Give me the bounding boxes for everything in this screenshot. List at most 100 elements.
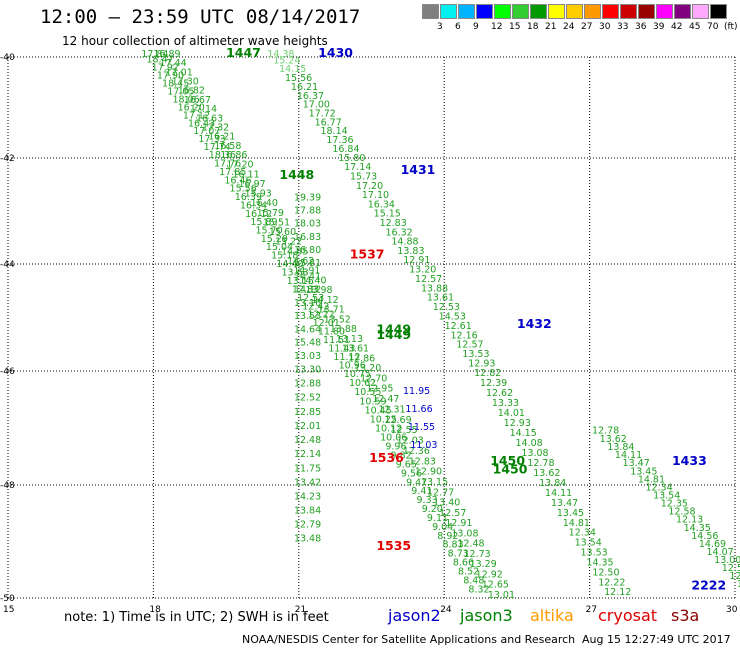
wave-height-value: 14.12 — [311, 295, 338, 306]
latitude-tick-label: -44 — [0, 260, 15, 270]
wave-height-value: 15.73 — [350, 172, 377, 183]
wave-height-value: 13.53 — [462, 349, 489, 360]
wave-height-value: 12.57 — [722, 563, 740, 574]
wave-height-value: 8.48 — [463, 575, 484, 586]
wave-height-value: 12.95 — [366, 384, 393, 395]
wave-height-value: 9.11 — [427, 513, 448, 524]
wave-height-value: 13.13 — [336, 334, 363, 345]
wave-height-value: 9.20 — [422, 504, 443, 515]
scale-tick-label: 12 — [491, 22, 503, 32]
wave-height-value: 17.74 — [204, 142, 231, 153]
longitude-tick-label: 27 — [586, 605, 597, 615]
wave-height-value: 12.16 — [450, 330, 477, 341]
scale-swatch — [674, 4, 691, 19]
wave-height-value: 9.65 — [396, 459, 417, 470]
wave-height-value: 11.12 — [333, 352, 360, 363]
wave-height-value: 14.85 — [281, 246, 308, 257]
wave-height-value: 12.61 — [445, 321, 472, 332]
wave-height-value: 13.16 — [294, 298, 321, 309]
wave-height-value: 12.15 — [729, 571, 740, 582]
wave-height-value: 11.66 — [405, 404, 432, 415]
scale-swatch — [710, 4, 727, 19]
wave-height-value: 12.22 — [598, 577, 625, 588]
wave-height-value: 13.84 — [607, 442, 634, 453]
wave-height-value: 12.31 — [378, 404, 405, 415]
wave-height-value: 15.51 — [263, 217, 290, 228]
wave-height-value: 10.55 — [354, 387, 381, 398]
latitude-tick-label: -50 — [0, 594, 15, 604]
wave-height-value: 17.92 — [152, 62, 179, 73]
scale-swatch — [548, 4, 565, 19]
wave-height-value: 17.07 — [193, 126, 220, 137]
wave-height-value: 11.43 — [328, 344, 355, 355]
wave-height-value: 17.30 — [172, 77, 199, 88]
wave-height-value: 17.12 — [183, 110, 210, 121]
legend-altika: altika — [530, 606, 574, 625]
wave-height-value: 13.54 — [653, 491, 680, 502]
wave-height-value: 12.35 — [661, 499, 688, 510]
wave-height-value: 14.81 — [638, 474, 665, 485]
wave-height-value: 17.00 — [303, 100, 330, 111]
wave-height-value: 14.15 — [510, 428, 537, 439]
wave-height-value: 12.73 — [463, 549, 490, 560]
wave-height-value: 17.20 — [226, 160, 253, 171]
wave-height-value: 13.84 — [294, 505, 321, 516]
wave-height-value: 14.56 — [691, 531, 718, 542]
wave-height-value: 16.89 — [153, 49, 180, 60]
wave-height-value: 13.54 — [575, 538, 602, 549]
wave-height-value: 11.95 — [403, 386, 430, 397]
wave-height-value: 12.92 — [476, 569, 503, 580]
scale-tick-label: 6 — [455, 22, 461, 32]
wave-height-value: 12.62 — [486, 388, 513, 399]
wave-height-value: 16.21 — [291, 82, 318, 93]
wave-height-value: 14.11 — [545, 488, 572, 499]
wave-height-value: 16.58 — [214, 141, 241, 152]
wave-height-value: 16.34 — [240, 200, 267, 211]
longitude-tick-label: 30 — [726, 605, 738, 615]
wave-height-value: 10.12 — [375, 423, 402, 434]
legend-jason3: jason3 — [460, 606, 513, 625]
wave-height-value: 17.44 — [159, 58, 186, 69]
wave-height-value: 14.88 — [391, 237, 418, 248]
wave-height-value: 12.77 — [427, 487, 454, 498]
wave-height-value: 18.03 — [294, 219, 321, 230]
wave-height-value: 12.34 — [569, 528, 596, 539]
wave-height-value: 13.47 — [551, 498, 578, 509]
wave-height-value: 16.12 — [245, 209, 272, 220]
wave-height-value: 16.32 — [385, 227, 412, 238]
scale-swatch — [494, 4, 511, 19]
wave-height-value: 13.20 — [354, 363, 381, 374]
wave-height-value: 14.53 — [439, 312, 466, 323]
wave-height-value: 18.47 — [146, 54, 173, 65]
longitude-tick-label: 15 — [3, 605, 14, 615]
wave-height-value: 16.82 — [178, 86, 205, 97]
credit-line: NOAA/NESDIS Center for Satellite Applica… — [242, 633, 576, 646]
wave-height-value: 12.86 — [348, 353, 375, 364]
scale-tick-label: 45 — [689, 22, 701, 32]
wave-height-value: 13.01 — [488, 590, 515, 601]
footer-note: note: 1) Time is in UTC; 2) SWH is in fe… — [64, 610, 329, 625]
wave-height-value: 8.32 — [468, 584, 489, 595]
scale-swatch — [422, 4, 439, 19]
wave-height-value: 14.69 — [699, 539, 726, 550]
scale-swatch — [512, 4, 529, 19]
wave-height-value: 8.92 — [437, 531, 458, 542]
map-title: 12:00 — 23:59 UTC 08/14/2017 — [40, 6, 361, 28]
wave-height-value: 15.22 — [275, 237, 302, 248]
wave-height-value: 17.05 — [167, 86, 194, 97]
wave-height-value: 12.13 — [676, 515, 703, 526]
wave-height-value: 17.14 — [190, 104, 217, 115]
wave-height-value: 10.96 — [339, 360, 366, 371]
wave-height-value: 12.22 — [307, 310, 334, 321]
wave-height-tracks: 17.8418.4717.9217.9018.4517.0518.0616.20… — [141, 49, 740, 601]
scale-swatch — [638, 4, 655, 19]
generation-timestamp: Aug 15 12:27:49 UTC 2017 — [582, 633, 731, 646]
wave-height-value: 17.14 — [344, 162, 371, 173]
wave-height-value: 17.90 — [157, 70, 184, 81]
wave-height-value: 13.45 — [557, 508, 584, 519]
wave-height-value: 8.73 — [448, 549, 469, 560]
track-pass-label: 1450 — [493, 462, 528, 477]
wave-height-value: 12.47 — [372, 394, 399, 405]
